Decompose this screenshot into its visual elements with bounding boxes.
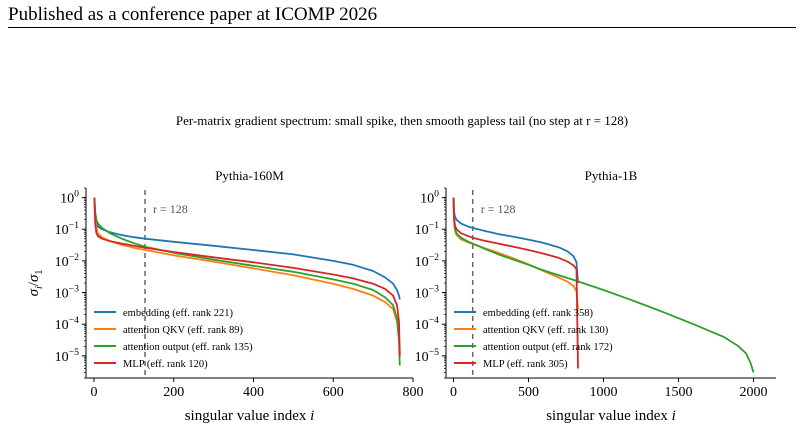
- legend-entry: embedding (eff. rank 358): [483, 308, 594, 319]
- series-line-mlp: [452, 197, 579, 369]
- y-tick-label: 10−5: [55, 347, 80, 365]
- x-tick-label: 0: [450, 385, 457, 400]
- legend-entry: embedding (eff. rank 221): [123, 308, 234, 319]
- x-tick-label: 600: [323, 385, 344, 400]
- y-tick-label: 10−3: [55, 284, 80, 302]
- y-tick-label: 10−4: [415, 315, 440, 333]
- series-line-attention-output: [452, 197, 755, 373]
- y-tick-label: 10−2: [55, 252, 80, 270]
- x-tick-label: 1500: [665, 385, 693, 400]
- y-tick-label: 100: [420, 189, 439, 207]
- legend-entry: MLP (eff. rank 120): [123, 359, 208, 370]
- y-tick-label: 10−1: [55, 220, 80, 238]
- y-tick-label: 100: [60, 189, 79, 207]
- x-axis-label: singular value index i: [185, 408, 315, 424]
- series-line-attention-output: [93, 197, 401, 366]
- x-axis-label: singular value index i: [546, 408, 676, 424]
- y-tick-label: 10−5: [415, 347, 440, 365]
- page-header: Published as a conference paper at ICOMP…: [8, 4, 378, 25]
- series-line-mlp: [93, 197, 401, 356]
- y-tick-label: 10−3: [415, 284, 440, 302]
- figure-title: Per-matrix gradient spectrum: small spik…: [175, 113, 629, 128]
- x-tick-label: 500: [518, 385, 539, 400]
- panel-title: Pythia-1B: [585, 168, 638, 183]
- reference-line-label: r = 128: [481, 202, 516, 216]
- x-tick-label: 0: [90, 385, 97, 400]
- x-tick-label: 200: [163, 385, 184, 400]
- legend-entry: MLP (eff. rank 305): [483, 359, 568, 370]
- x-tick-label: 2000: [740, 385, 768, 400]
- legend-entry: attention output (eff. rank 172): [483, 342, 613, 353]
- y-axis-label: σi/σ1: [26, 270, 45, 297]
- y-tick-label: 10−1: [415, 220, 440, 238]
- panel-title: Pythia-160M: [215, 168, 284, 183]
- reference-line-label: r = 128: [153, 202, 188, 216]
- chart-panel-2: Pythia-1B 0 500 1000 1500 2000 100 10−1 10−2 10−3…: [415, 168, 776, 424]
- legend-entry: attention QKV (eff. rank 130): [483, 325, 609, 336]
- y-tick-label: 10−4: [55, 315, 80, 333]
- x-tick-label: 400: [243, 385, 264, 400]
- legend-entry: attention output (eff. rank 135): [123, 342, 253, 353]
- series-line-embedding: [93, 197, 401, 300]
- header-rule: [8, 27, 796, 28]
- y-tick-label: 10−2: [415, 252, 440, 270]
- x-tick-label: 1000: [590, 385, 618, 400]
- legend-entry: attention QKV (eff. rank 89): [123, 325, 244, 336]
- series-line-attention-qkv: [93, 197, 401, 354]
- chart-panel-1: Pythia-160M 0 200 400 600 800 100 10−1 10−2 10−3 1…: [26, 168, 424, 424]
- x-tick-label: 800: [403, 385, 424, 400]
